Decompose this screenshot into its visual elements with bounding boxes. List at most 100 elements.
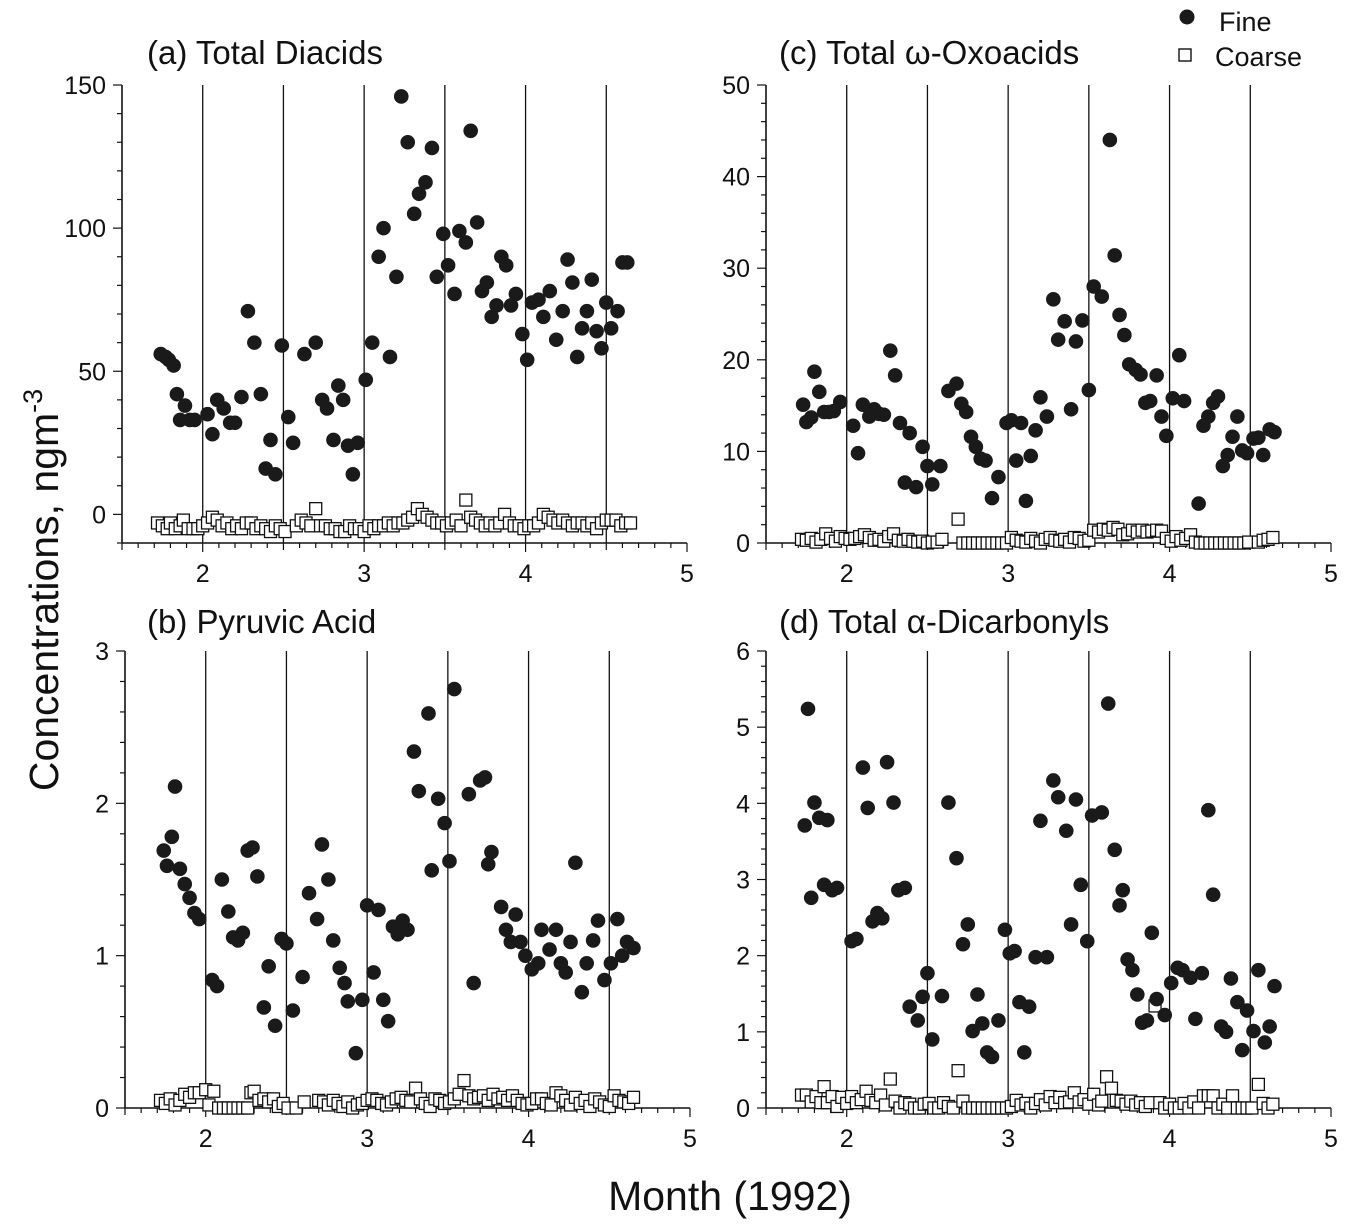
data-point-fine [331,378,346,393]
data-point-fine [565,275,580,290]
panel-b-x-tick-label: 4 [522,1125,536,1153]
data-point-fine [1068,792,1084,807]
data-point-fine [411,186,427,202]
data-point-fine [489,298,504,313]
data-point-fine [234,389,249,405]
data-point-fine [461,786,477,802]
data-point-fine [314,837,330,852]
data-point-fine [555,303,570,319]
data-point-fine [382,349,398,365]
data-point-fine [1251,962,1266,978]
y-axis-label-main: Concentrations, ngm [21,413,67,791]
data-point-fine [214,872,230,887]
data-point-fine [466,975,481,991]
data-point-fine [803,890,819,906]
data-point-fine [513,934,528,950]
data-point-fine [216,401,231,416]
data-point-fine [1033,813,1048,829]
panel-a-series-coarse [150,493,638,539]
data-point-fine [1068,334,1084,349]
data-point-fine [1251,430,1266,445]
data-point-fine [924,477,940,492]
data-point-fine [579,955,594,971]
data-point-fine [1230,409,1245,424]
data-point-coarse [459,493,473,507]
data-point-coarse [1099,1070,1114,1084]
data-point-fine [1100,696,1116,711]
data-point-fine [1201,409,1216,424]
panel-a-y-tick-label: 0 [92,501,106,529]
data-point-fine [795,397,811,412]
panel-c-series-fine [795,132,1282,511]
data-point-fine [807,364,822,380]
data-point-fine [442,853,457,869]
data-point-fine [978,453,993,468]
data-point-fine [182,890,197,906]
data-point-fine [430,791,446,807]
panel-c-y-tick-label: 30 [722,255,750,283]
data-point-fine [887,368,903,383]
panel-c-x-tick-label: 3 [1001,560,1015,588]
data-point-fine [594,341,609,356]
data-point-fine [915,989,930,1005]
panel-c-y-tick-label: 10 [722,438,750,466]
data-point-fine [325,933,341,948]
panel-a-x-tick-label: 5 [680,560,694,588]
data-point-fine [1201,802,1216,818]
panel-a-x-tick-label: 4 [519,560,533,588]
data-point-fine [975,1016,990,1031]
data-point-fine [933,458,948,474]
panel-d-y-tick-label: 2 [736,943,750,971]
data-point-fine [480,856,496,872]
data-point-fine [477,770,493,785]
data-point-fine [1058,823,1074,839]
panel-b-title: (b) Pyruvic Acid [147,603,376,640]
data-point-fine [295,969,310,985]
data-point-fine [968,439,984,455]
data-point-fine [406,206,422,222]
data-point-fine [1230,994,1245,1010]
data-point-fine [240,303,256,319]
data-point-fine [590,913,606,928]
x-axis-label: Month (1992) [608,1173,852,1219]
data-point-fine [421,706,436,721]
data-point-coarse [951,512,965,526]
data-point-fine [1073,877,1089,893]
panel-b-series-coarse [153,1073,641,1115]
data-point-fine [279,936,294,951]
data-point-fine [1154,409,1169,424]
data-point-fine [949,376,964,391]
data-point-fine [1117,327,1132,343]
data-point-coarse [1104,1081,1119,1095]
panel-d-x-tick-label: 3 [1001,1125,1015,1153]
data-point-fine [1081,382,1097,398]
data-point-fine [437,815,452,831]
data-point-fine [1094,289,1110,304]
data-point-fine [1033,390,1048,405]
data-point-fine [172,861,188,877]
data-point-fine [376,220,391,236]
data-point-fine [256,1000,272,1015]
data-point-fine [227,415,243,431]
data-point-fine [1107,842,1122,858]
data-point-fine [820,812,835,828]
data-point-fine [508,907,523,922]
data-point-coarse [1225,1089,1240,1103]
data-point-coarse [626,1090,641,1104]
panel-d-y-tick-label: 5 [736,714,750,742]
legend-marker-fine [1179,9,1195,25]
data-point-fine [603,321,619,336]
data-point-coarse [817,1080,831,1094]
panel-c-x-tick-label: 5 [1324,560,1338,588]
data-point-fine [597,972,612,988]
panel-d-x-tick-label: 4 [1163,1125,1177,1153]
data-point-fine [484,844,499,860]
data-point-fine [205,426,220,442]
data-point-fine [1225,429,1240,445]
data-point-fine [542,942,557,957]
data-point-fine [897,880,913,896]
data-point-fine [530,955,546,971]
data-point-fine [235,925,251,941]
